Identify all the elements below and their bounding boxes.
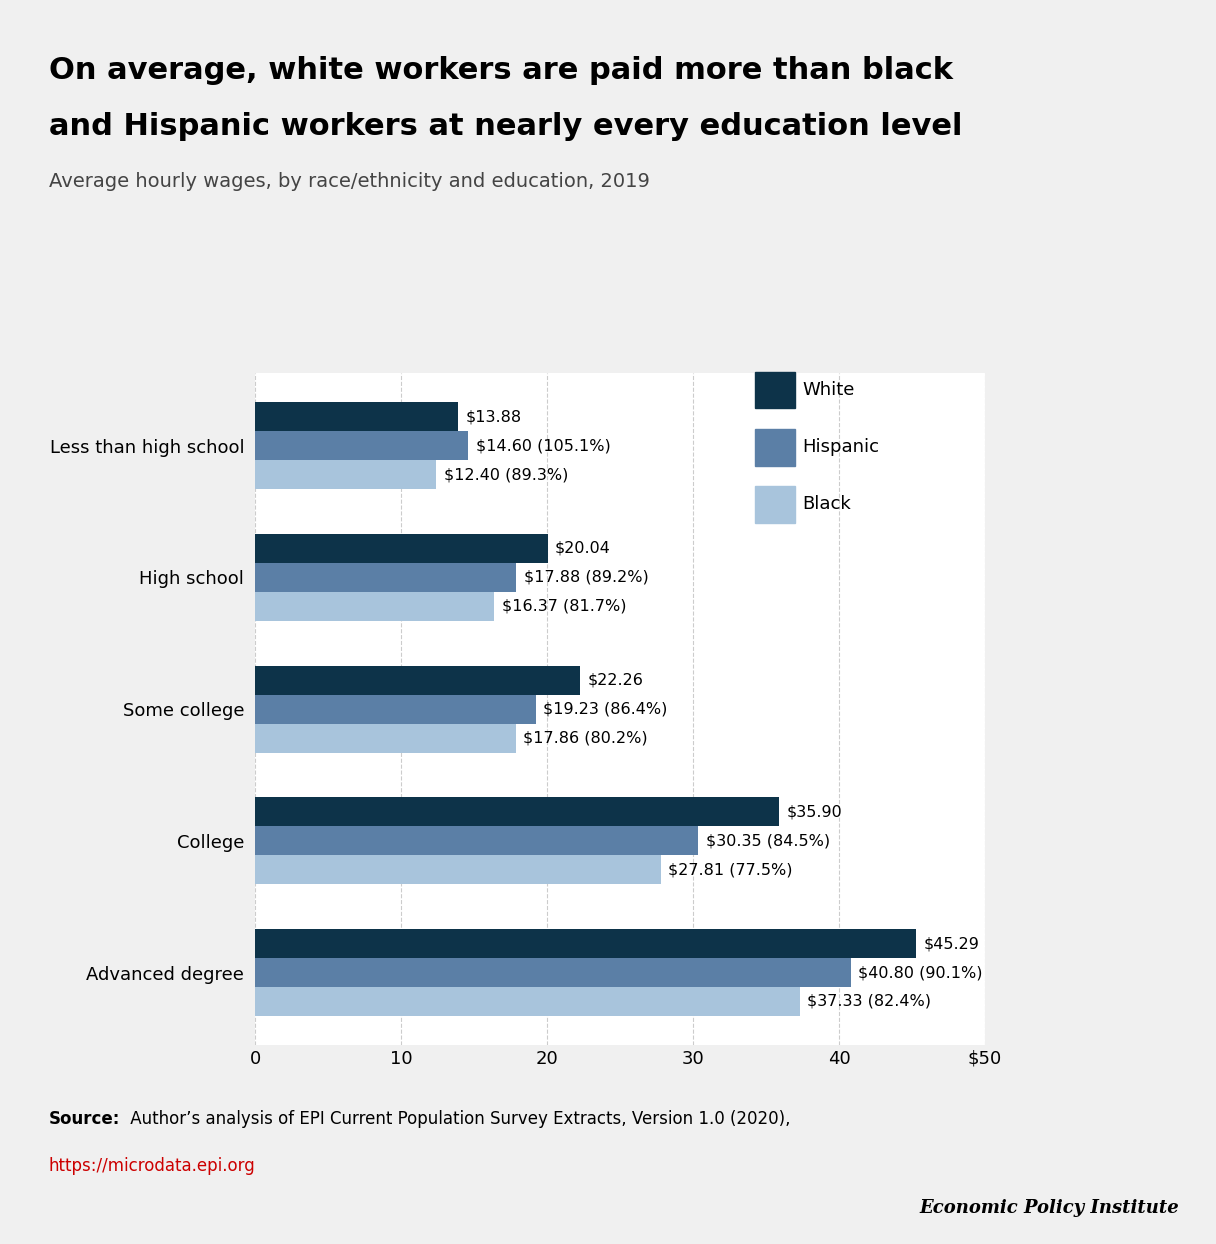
Bar [255,562,517,592]
Text: Source:: Source: [49,1110,120,1127]
Text: $40.80 (90.1%): $40.80 (90.1%) [858,965,983,980]
Text: $12.40 (89.3%): $12.40 (89.3%) [444,468,568,483]
Text: White: White [803,381,855,399]
Text: $19.23 (86.4%): $19.23 (86.4%) [544,702,668,717]
FancyBboxPatch shape [755,485,795,522]
Bar [255,986,800,1016]
Text: and Hispanic workers at nearly every education level: and Hispanic workers at nearly every edu… [49,112,962,141]
Text: Black: Black [803,495,851,514]
Bar [255,694,536,724]
Bar [255,534,547,562]
Text: $35.90: $35.90 [787,805,843,820]
Bar [255,460,437,489]
Bar [255,592,494,621]
Text: $30.35 (84.5%): $30.35 (84.5%) [705,833,829,848]
Text: $22.26: $22.26 [587,673,643,688]
Bar [255,402,458,432]
Bar [255,929,916,958]
Text: $14.60 (105.1%): $14.60 (105.1%) [475,438,610,453]
Bar [255,797,779,826]
Text: $16.37 (81.7%): $16.37 (81.7%) [501,598,626,613]
Bar [255,826,698,856]
Bar [255,958,851,986]
Text: $20.04: $20.04 [554,541,610,556]
Text: Economic Policy Institute: Economic Policy Institute [919,1199,1180,1217]
Text: On average, white workers are paid more than black: On average, white workers are paid more … [49,56,952,85]
Text: Hispanic: Hispanic [803,438,879,457]
FancyBboxPatch shape [755,372,795,408]
Bar [255,856,662,884]
Text: Average hourly wages, by race/ethnicity and education, 2019: Average hourly wages, by race/ethnicity … [49,172,649,190]
Bar [255,432,468,460]
Text: $27.81 (77.5%): $27.81 (77.5%) [669,862,793,877]
Text: $17.88 (89.2%): $17.88 (89.2%) [524,570,648,585]
Bar [255,666,580,694]
Text: https://microdata.epi.org: https://microdata.epi.org [49,1157,255,1174]
Bar [255,724,516,753]
FancyBboxPatch shape [755,429,795,465]
Text: $13.88: $13.88 [466,409,522,424]
Text: $17.86 (80.2%): $17.86 (80.2%) [523,730,648,745]
Text: $45.29: $45.29 [923,935,979,950]
Text: Author’s analysis of EPI Current Population Survey Extracts, Version 1.0 (2020),: Author’s analysis of EPI Current Populat… [125,1110,790,1127]
Text: $37.33 (82.4%): $37.33 (82.4%) [807,994,931,1009]
